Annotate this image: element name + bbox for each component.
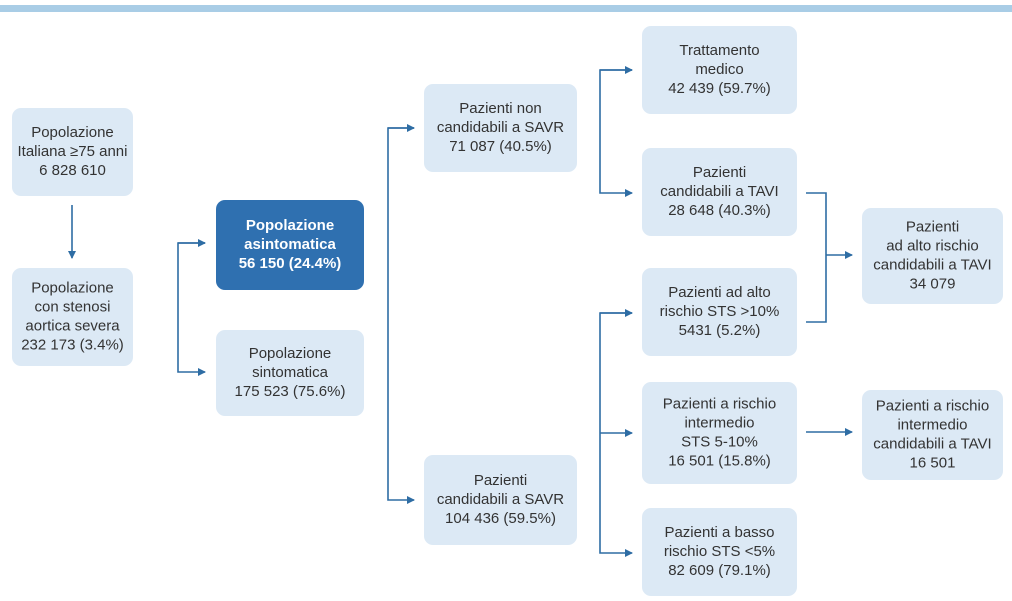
node-text: intermedio <box>897 416 967 433</box>
node-text: medico <box>695 61 743 78</box>
node-text: 232 173 (3.4%) <box>21 336 124 353</box>
node-text: rischio STS <5% <box>664 543 775 560</box>
node: Pazienti non candidabili a SAVR 71 087 (40… <box>424 84 577 172</box>
node-text: Pazienti a basso <box>664 524 774 541</box>
node-text: 42 439 (59.7%) <box>668 80 771 97</box>
node-text: 34 079 <box>910 275 956 292</box>
node-text: 104 436 (59.5%) <box>445 510 556 527</box>
node-text: asintomatica <box>244 236 336 253</box>
node-box <box>424 84 577 172</box>
node-box <box>862 208 1003 304</box>
node: Pazienti a rischio intermedio candidabili … <box>862 390 1003 480</box>
node-box <box>216 200 364 290</box>
node-box <box>642 508 797 596</box>
node-text: ad alto rischio <box>886 237 979 254</box>
node-text: 16 501 (15.8%) <box>668 452 771 469</box>
node-text: candidabili a TAVI <box>873 435 991 452</box>
node-text: 56 150 (24.4%) <box>239 255 342 272</box>
node-text: Pazienti <box>906 218 959 235</box>
node-text: Popolazione <box>246 217 334 234</box>
node-text: sintomatica <box>252 364 329 381</box>
node-text: Popolazione <box>31 124 114 141</box>
node: Pazienti ad alto rischio candidabili a TAV… <box>862 208 1003 304</box>
node: Pazienti a basso rischio STS <5% 82 609 (7… <box>642 508 797 596</box>
node-text: Pazienti <box>693 164 746 181</box>
node-text: candidabili a TAVI <box>660 183 778 200</box>
arrow <box>177 242 206 376</box>
node-text: Popolazione <box>249 345 332 362</box>
node-text: 16 501 <box>910 454 956 471</box>
node-text: 71 087 (40.5%) <box>449 138 552 155</box>
top-bar <box>0 5 1012 12</box>
node-text: Pazienti non <box>459 100 542 117</box>
node-text: 82 609 (79.1%) <box>668 562 771 579</box>
node-box <box>12 268 133 366</box>
node-box <box>642 382 797 484</box>
node-text: 28 648 (40.3%) <box>668 202 771 219</box>
node-text: intermedio <box>684 414 754 431</box>
node-text: aortica severa <box>25 317 120 334</box>
node: Popolazione con stenosi aortica severa 232 … <box>12 268 133 366</box>
node: Pazienti candidabili a SAVR 104 436 (59.5%… <box>424 455 577 545</box>
node-text: candidabili a SAVR <box>437 491 564 508</box>
connectors <box>68 66 853 557</box>
node-text: Italiana ≥75 anni <box>18 143 128 160</box>
node: Popolazione asintomatica 56 150 (24.4%) <box>216 200 364 290</box>
node-text: Pazienti a rischio <box>663 395 776 412</box>
node-text: candidabili a TAVI <box>873 256 991 273</box>
node-text: 5431 (5.2%) <box>679 322 761 339</box>
node-text: Trattamento <box>679 42 759 59</box>
node-text: con stenosi <box>35 298 111 315</box>
node: Pazienti candidabili a TAVI 28 648 (40.3%) <box>642 148 797 236</box>
node: Popolazione sintomatica 175 523 (75.6%) <box>216 330 364 416</box>
node-text: STS 5-10% <box>681 433 758 450</box>
node-text: Pazienti a rischio <box>876 397 989 414</box>
node-box <box>12 108 133 196</box>
node: Pazienti ad alto rischio STS >10% 5431 (5.… <box>642 268 797 356</box>
node: Pazienti a rischio intermedio STS 5-10% 16 … <box>642 382 797 484</box>
node: Trattamento medico 42 439 (59.7%) <box>642 26 797 114</box>
node-text: 175 523 (75.6%) <box>235 383 346 400</box>
node-box <box>642 268 797 356</box>
node-text: Pazienti <box>474 472 527 489</box>
node: Popolazione Italiana ≥75 anni 6 828 610 <box>12 108 133 196</box>
bracket <box>806 192 827 323</box>
node-text: Popolazione <box>31 279 114 296</box>
arrow <box>599 69 633 197</box>
node-text: rischio STS >10% <box>660 303 780 320</box>
node-text: Pazienti ad alto <box>668 284 771 301</box>
node-text: 6 828 610 <box>39 162 106 179</box>
node-box <box>216 330 364 416</box>
node-text: candidabili a SAVR <box>437 119 564 136</box>
arrow <box>387 127 415 504</box>
node-box <box>424 455 577 545</box>
node-box <box>862 390 1003 480</box>
node-box <box>642 26 797 114</box>
node-box <box>642 148 797 236</box>
